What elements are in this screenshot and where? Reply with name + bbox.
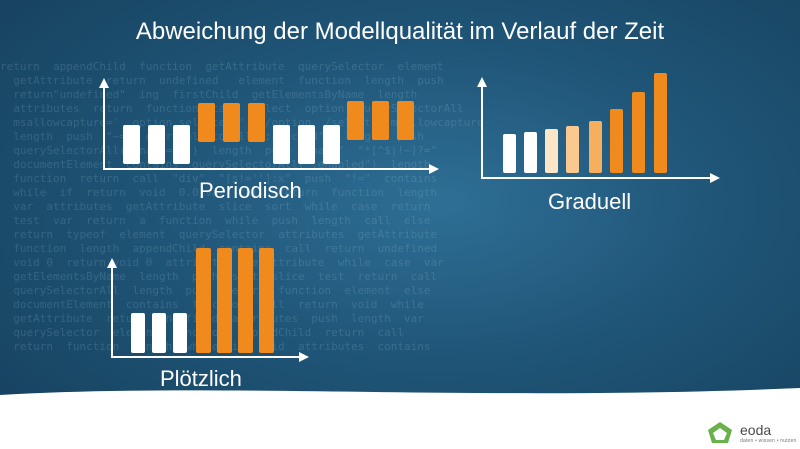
periodic-bar-white-1 (123, 125, 140, 164)
periodic-bar-orange-1 (198, 103, 215, 142)
periodic-bar-white-4 (273, 125, 290, 164)
sudden-axis-arrow-y (107, 258, 117, 268)
gradual-drift-diagram (477, 73, 720, 183)
sudden-bar-orange-4 (259, 248, 274, 353)
logo-tagline: daten • wissen • nutzen (740, 438, 797, 444)
sudden-bar-orange-3 (238, 248, 253, 353)
gradual-bar-6 (610, 109, 623, 173)
periodic-bar-white-6 (323, 125, 340, 164)
gradual-bar-5 (589, 121, 602, 173)
label-graduell: Graduell (548, 189, 632, 214)
periodic-axis (103, 84, 433, 170)
bottom-wave-shape (0, 388, 800, 449)
gradual-axis-arrow-x (710, 173, 720, 183)
label-periodisch: Periodisch (199, 178, 302, 203)
periodic-bar-white-5 (298, 125, 315, 164)
sudden-bar-orange-1 (196, 248, 211, 353)
periodic-bar-orange-3 (248, 103, 265, 142)
sudden-axis-arrow-x (299, 352, 309, 362)
sudden-bar-white-1 (131, 313, 145, 353)
sudden-bar-white-3 (173, 313, 187, 353)
gradual-axis-arrow-y (477, 77, 487, 87)
sudden-axis (111, 264, 303, 358)
periodic-bar-orange-5 (372, 101, 389, 140)
periodic-bar-orange-6 (397, 101, 414, 140)
periodic-bar-white-3 (173, 125, 190, 164)
periodic-drift-diagram (99, 78, 439, 174)
gradual-bar-2 (524, 132, 537, 173)
code-background-texture: return appendChild function getAttribute… (0, 60, 484, 353)
periodic-bar-orange-2 (223, 103, 240, 142)
periodic-axis-arrow-x (429, 164, 439, 174)
gradual-bar-1 (503, 134, 516, 173)
periodic-bar-white-2 (148, 125, 165, 164)
gradual-bar-3 (545, 129, 558, 173)
gradual-bar-7 (632, 92, 645, 173)
logo-text: eoda (740, 422, 772, 438)
gradual-bar-8 (654, 73, 667, 173)
gradual-bar-4 (566, 126, 579, 173)
sudden-bar-white-2 (152, 313, 166, 353)
gradual-axis (481, 83, 714, 179)
periodic-bar-orange-4 (347, 101, 364, 140)
eoda-logo-mark (708, 422, 732, 443)
slide-title: Abweichung der Modellqualität im Verlauf… (135, 18, 665, 45)
sudden-bar-orange-2 (217, 248, 232, 353)
sudden-drift-diagram (107, 248, 309, 362)
label-ploetzlich: Plötzlich (160, 366, 242, 391)
periodic-axis-arrow-y (99, 78, 109, 88)
